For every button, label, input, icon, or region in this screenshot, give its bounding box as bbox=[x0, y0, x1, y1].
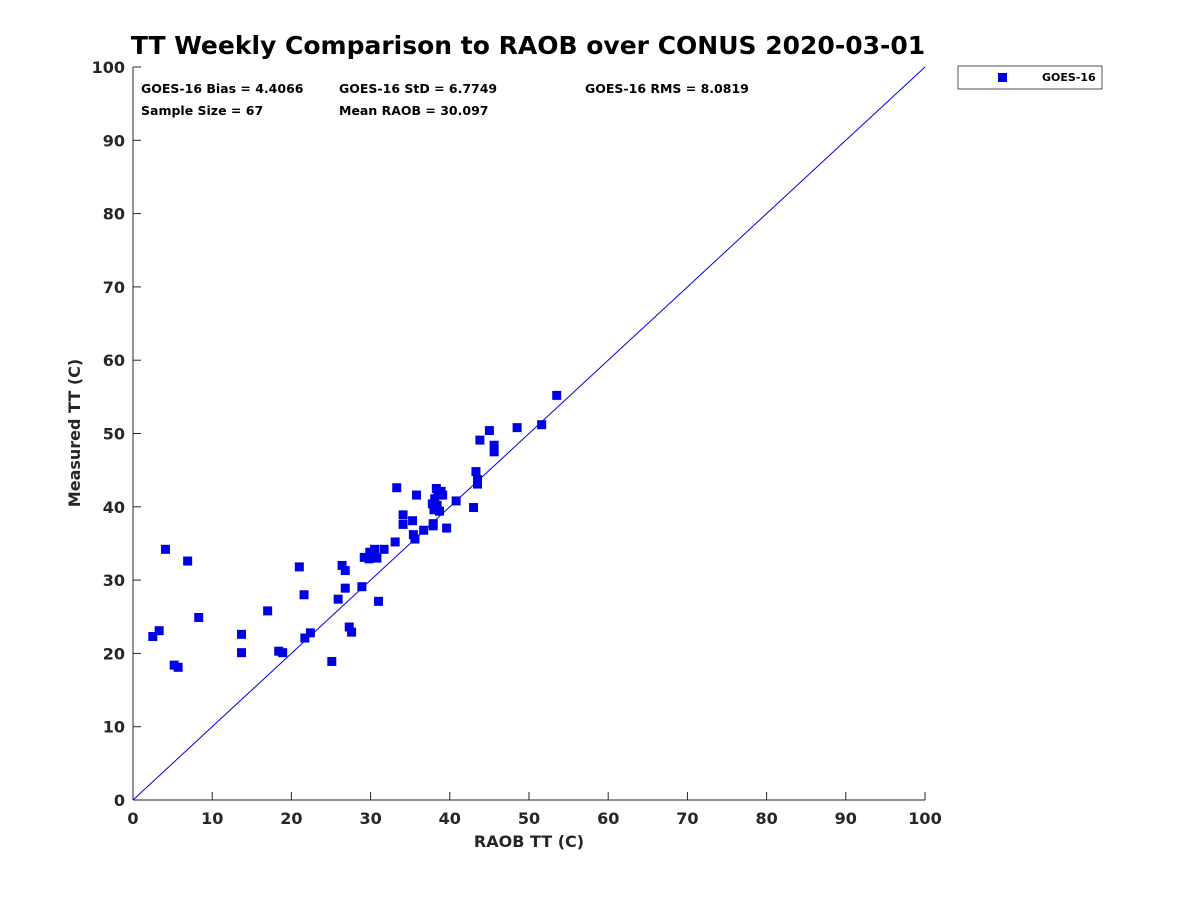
x-tick-label: 70 bbox=[676, 809, 698, 828]
data-points bbox=[148, 390, 562, 672]
data-point bbox=[305, 628, 315, 638]
y-tick-label: 40 bbox=[103, 498, 125, 517]
x-tick-label: 90 bbox=[835, 809, 857, 828]
chart-title: TT Weekly Comparison to RAOB over CONUS … bbox=[131, 31, 925, 60]
data-point bbox=[294, 562, 304, 572]
stat-bias: GOES-16 Bias = 4.4066 bbox=[141, 81, 304, 96]
axes: 0 10 20 30 40 50 60 70 80 90 100 0 10 20 30 40 50 60 70 80 9… bbox=[92, 58, 942, 828]
data-point bbox=[183, 556, 193, 566]
x-tick-label: 100 bbox=[908, 809, 941, 828]
y-tick-label: 30 bbox=[103, 571, 125, 590]
data-point bbox=[278, 648, 288, 658]
data-point bbox=[471, 467, 481, 477]
data-point bbox=[398, 510, 408, 520]
data-point bbox=[327, 656, 337, 666]
data-point bbox=[451, 496, 461, 506]
y-tick-label: 10 bbox=[103, 718, 125, 737]
x-tick-label: 80 bbox=[755, 809, 777, 828]
legend: GOES-16 bbox=[957, 65, 1103, 90]
data-point bbox=[333, 594, 343, 604]
data-point bbox=[337, 560, 347, 570]
stat-rms: GOES-16 RMS = 8.0819 bbox=[585, 81, 749, 96]
data-point bbox=[148, 632, 158, 642]
data-point bbox=[392, 483, 402, 493]
y-tick-label: 100 bbox=[92, 58, 125, 77]
data-point bbox=[300, 633, 310, 643]
data-point bbox=[408, 516, 418, 526]
data-point bbox=[194, 612, 204, 622]
data-point bbox=[489, 440, 499, 450]
data-point bbox=[374, 596, 384, 606]
y-tick-label: 50 bbox=[103, 425, 125, 444]
data-point bbox=[237, 629, 247, 639]
data-point bbox=[432, 500, 442, 510]
data-point bbox=[427, 499, 437, 509]
data-point bbox=[369, 549, 379, 559]
data-point bbox=[475, 435, 485, 445]
data-point bbox=[357, 582, 367, 592]
data-point bbox=[370, 544, 380, 554]
data-point bbox=[410, 534, 420, 544]
data-point bbox=[340, 566, 350, 576]
data-point bbox=[435, 506, 445, 516]
data-point bbox=[430, 494, 440, 504]
data-point bbox=[428, 519, 438, 529]
data-point bbox=[438, 490, 448, 500]
data-point bbox=[390, 537, 400, 547]
data-point bbox=[484, 426, 494, 436]
data-point bbox=[173, 662, 183, 672]
x-tick-label: 0 bbox=[127, 809, 138, 828]
data-point bbox=[419, 525, 429, 535]
data-point bbox=[537, 420, 547, 430]
legend-box bbox=[957, 65, 1103, 90]
reference-line-group bbox=[132, 66, 926, 801]
data-point bbox=[359, 552, 369, 562]
x-tick-label: 20 bbox=[280, 809, 302, 828]
x-tick-label: 60 bbox=[597, 809, 619, 828]
data-point bbox=[398, 519, 408, 529]
data-point bbox=[442, 523, 452, 533]
legend-marker-goes16 bbox=[998, 73, 1007, 82]
y-tick-label: 70 bbox=[103, 278, 125, 297]
data-point bbox=[473, 479, 483, 489]
x-tick-label: 50 bbox=[518, 809, 540, 828]
stat-mean-raob: Mean RAOB = 30.097 bbox=[339, 103, 488, 118]
data-point bbox=[160, 544, 170, 554]
y-tick-label: 20 bbox=[103, 644, 125, 663]
data-point bbox=[299, 590, 309, 600]
x-axis-label: RAOB TT (C) bbox=[474, 832, 584, 851]
y-tick-label: 0 bbox=[114, 791, 125, 810]
data-point bbox=[469, 503, 479, 513]
x-tick-label: 40 bbox=[439, 809, 461, 828]
y-tick-label: 60 bbox=[103, 351, 125, 370]
legend-label-goes16: GOES-16 bbox=[1042, 71, 1096, 84]
x-tick-label: 10 bbox=[201, 809, 223, 828]
data-point bbox=[263, 606, 273, 616]
one-to-one-line bbox=[132, 66, 926, 801]
data-point bbox=[347, 627, 357, 637]
x-tick-label: 30 bbox=[359, 809, 381, 828]
data-point bbox=[412, 490, 422, 500]
data-point bbox=[154, 626, 164, 636]
data-point bbox=[552, 390, 562, 400]
data-point bbox=[379, 544, 389, 554]
data-point bbox=[340, 583, 350, 593]
y-axis-label: Measured TT (C) bbox=[65, 359, 84, 507]
data-point bbox=[512, 423, 522, 433]
y-tick-label: 80 bbox=[103, 205, 125, 224]
data-point bbox=[489, 447, 499, 457]
data-point bbox=[237, 648, 247, 658]
stat-sample-size: Sample Size = 67 bbox=[141, 103, 263, 118]
data-point bbox=[344, 622, 354, 632]
y-tick-label: 90 bbox=[103, 131, 125, 150]
stat-std: GOES-16 StD = 6.7749 bbox=[339, 81, 497, 96]
